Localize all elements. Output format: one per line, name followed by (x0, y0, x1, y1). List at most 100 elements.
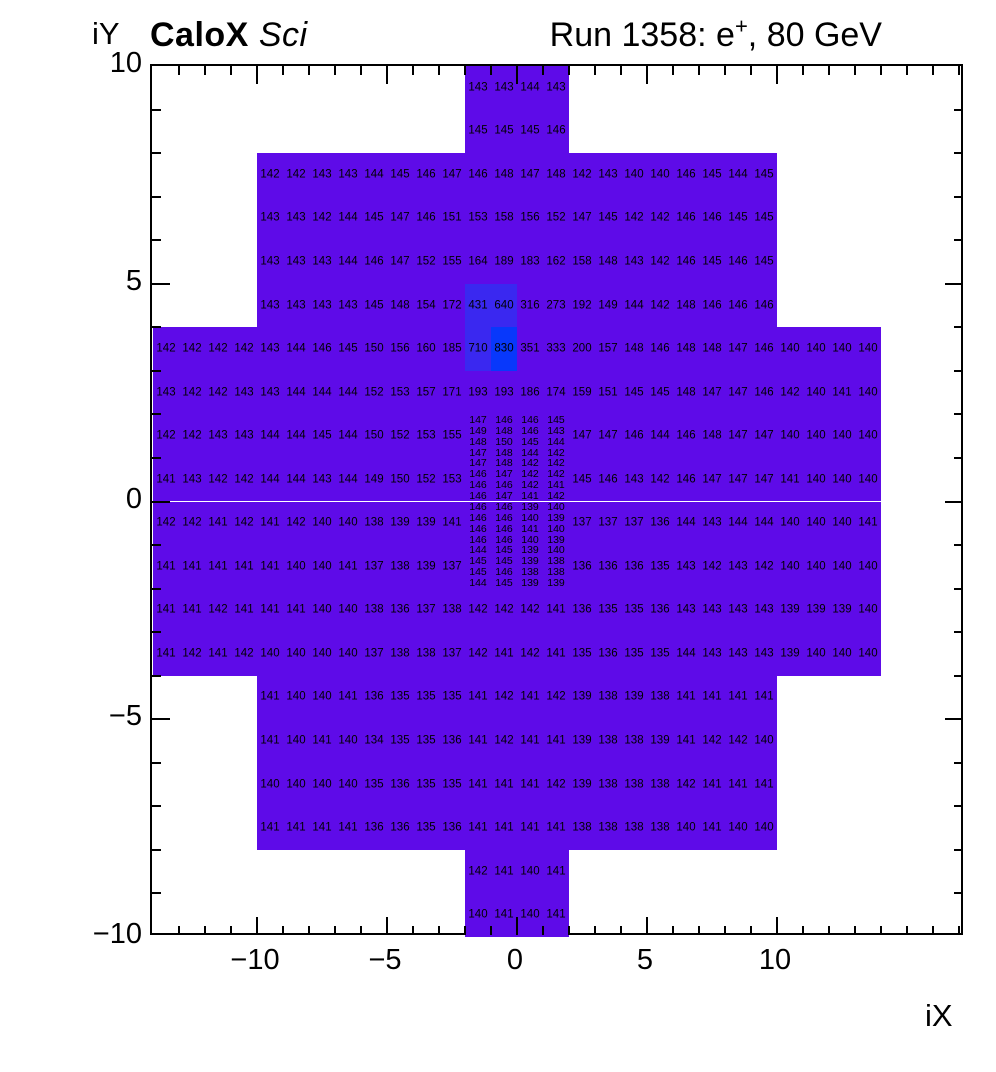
heatmap-cell: 640 (491, 283, 517, 328)
heatmap-cell: 145 (751, 240, 777, 284)
heatmap-cell: 139 (517, 555, 543, 567)
heatmap-cell-value: 142 (312, 211, 332, 224)
heatmap-cell: 144 (621, 283, 647, 328)
heatmap-cell-value: 142 (468, 864, 488, 877)
heatmap-cell-value: 142 (208, 472, 228, 485)
heatmap-cell: 136 (647, 501, 673, 546)
heatmap-cell: 141 (231, 588, 257, 633)
heatmap-cell: 144 (361, 153, 387, 197)
heatmap-cell: 142 (465, 849, 491, 894)
heatmap-cell: 139 (777, 588, 803, 633)
heatmap-cell: 148 (491, 457, 517, 469)
axis-tick (568, 926, 570, 935)
heatmap-cell: 138 (387, 545, 413, 589)
heatmap-cell: 156 (387, 327, 413, 371)
axis-tick (464, 66, 466, 75)
heatmap-cell-value: 316 (520, 298, 540, 311)
heatmap-cell-value: 138 (624, 777, 644, 790)
heatmap-cell-value: 143 (234, 385, 254, 398)
axis-tick (954, 892, 963, 895)
run-title-superscript: + (734, 13, 748, 39)
heatmap-cell: 143 (491, 66, 517, 110)
heatmap-cell-value: 147 (390, 255, 410, 268)
heatmap-cell: 138 (387, 632, 413, 676)
heatmap-cell: 146 (491, 479, 517, 491)
heatmap-cell-value: 142 (208, 342, 228, 355)
heatmap-cell-value: 143 (728, 647, 748, 660)
heatmap-cell-value: 140 (780, 342, 800, 355)
heatmap-cell: 141 (543, 632, 569, 676)
heatmap-cell: 146 (699, 196, 725, 241)
heatmap-cell-value: 144 (260, 429, 280, 442)
heatmap-cell: 141 (543, 588, 569, 633)
heatmap-cell-value: 144 (650, 429, 670, 442)
heatmap-cell-value: 141 (338, 560, 358, 573)
heatmap-cell: 144 (465, 577, 491, 589)
heatmap-cell-value: 135 (650, 647, 670, 660)
heatmap-cell-value: 140 (312, 690, 332, 703)
heatmap-cell-value: 142 (234, 472, 254, 485)
heatmap-cell: 153 (439, 457, 465, 502)
heatmap-cell-value: 146 (650, 342, 670, 355)
heatmap-cell-value: 142 (521, 478, 539, 491)
heatmap-cell: 138 (647, 762, 673, 807)
heatmap-cell-value: 148 (546, 168, 566, 181)
heatmap-cell-value: 147 (728, 472, 748, 485)
heatmap-cell-value: 141 (780, 472, 800, 485)
heatmap-cell-value: 140 (780, 560, 800, 573)
heatmap-cell: 138 (595, 762, 621, 807)
heatmap-cell-value: 142 (547, 468, 565, 481)
heatmap-cell-value: 148 (598, 255, 618, 268)
heatmap-cell-value: 146 (754, 385, 774, 398)
axis-tick (204, 926, 206, 935)
heatmap-cell-value: 139 (572, 777, 592, 790)
heatmap-cell: 140 (335, 501, 361, 546)
heatmap-cell-value: 143 (728, 560, 748, 573)
heatmap-cell: 138 (543, 566, 569, 578)
heatmap-cell: 142 (231, 501, 257, 546)
heatmap-cell: 145 (491, 577, 517, 589)
heatmap-cell-value: 135 (390, 734, 410, 747)
heatmap-cell: 139 (569, 675, 595, 720)
heatmap-cell: 141 (699, 806, 725, 850)
heatmap-cell-value: 135 (624, 647, 644, 660)
heatmap-cell-value: 146 (598, 472, 618, 485)
heatmap-cell: 141 (231, 545, 257, 589)
heatmap-cell-value: 140 (338, 647, 358, 660)
heatmap-cell-value: 142 (521, 457, 539, 470)
heatmap-cell-value: 147 (469, 457, 487, 470)
heatmap-cell-value: 137 (624, 516, 644, 529)
heatmap-cell: 151 (595, 370, 621, 415)
heatmap-cell: 135 (621, 588, 647, 633)
heatmap-cell-value: 147 (598, 429, 618, 442)
heatmap-cell: 135 (387, 719, 413, 763)
heatmap-cell-value: 142 (260, 168, 280, 181)
heatmap-cell: 140 (777, 414, 803, 458)
heatmap-cell: 141 (699, 675, 725, 720)
heatmap-cell: 149 (465, 424, 491, 437)
heatmap-cell: 145 (517, 436, 543, 448)
heatmap-cell: 137 (361, 632, 387, 676)
heatmap-cell-value: 143 (702, 516, 722, 529)
heatmap-cell: 135 (413, 762, 439, 807)
heatmap-cell-value: 143 (598, 168, 618, 181)
heatmap-cell: 153 (413, 414, 439, 458)
axis-tick (945, 500, 963, 503)
axis-tick (724, 66, 726, 75)
heatmap-cell-value: 144 (364, 168, 384, 181)
heatmap-cell: 142 (751, 545, 777, 589)
heatmap-cell: 149 (361, 457, 387, 502)
axis-tick (954, 544, 963, 547)
heatmap-cell-value: 141 (494, 821, 514, 834)
heatmap-cell-value: 143 (338, 298, 358, 311)
heatmap-cell: 144 (335, 370, 361, 415)
heatmap-cell-value: 139 (521, 500, 539, 513)
heatmap-cell: 146 (309, 327, 335, 371)
heatmap-cell-value: 144 (728, 516, 748, 529)
heatmap-cell-value: 144 (521, 446, 539, 459)
heatmap-cell-value: 144 (286, 472, 306, 485)
heatmap-cell-value: 139 (547, 533, 565, 546)
heatmap-cell: 143 (257, 240, 283, 284)
heatmap-cell-value: 149 (469, 424, 487, 437)
axis-tick (954, 108, 963, 111)
